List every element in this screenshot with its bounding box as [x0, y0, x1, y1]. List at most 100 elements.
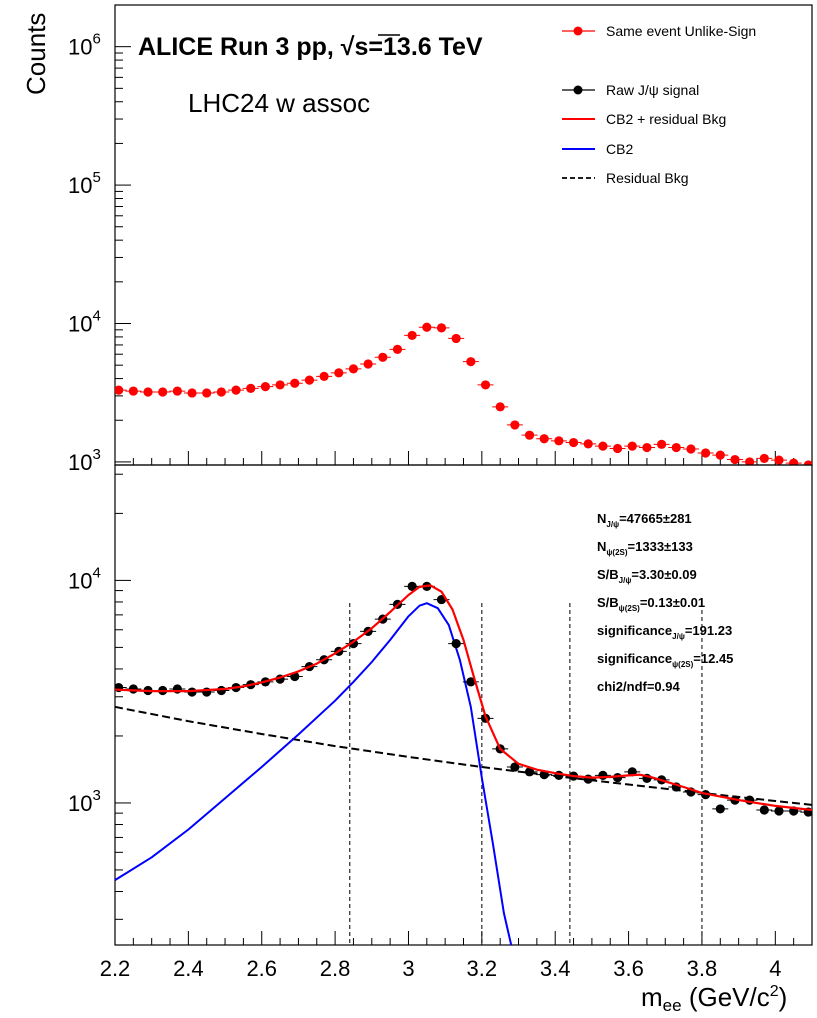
x-tick-labels: 2.2 2.4 2.6 2.8 3 3.2 3.4 3.6 3.8 4 — [100, 956, 782, 981]
data-point — [656, 439, 667, 449]
data-point — [510, 420, 520, 430]
x-tick-label: 3.6 — [613, 956, 644, 981]
data-point — [598, 441, 608, 451]
data-point — [348, 364, 359, 374]
data-point — [598, 770, 608, 780]
legend: Same event Unlike-Sign Raw J/ψ signal CB… — [562, 23, 756, 186]
svg-text:Residual Bkg: Residual Bkg — [606, 170, 689, 186]
legend-entry-residual-bkg: Residual Bkg — [562, 170, 689, 186]
data-point — [392, 344, 403, 354]
data-point — [715, 804, 725, 814]
data-point — [246, 383, 256, 393]
fit-stat-line: significanceJ/ψ=191.23 — [597, 623, 732, 641]
data-point — [143, 387, 153, 397]
data-point — [789, 458, 799, 465]
data-point — [304, 375, 315, 385]
data-point — [128, 684, 138, 694]
data-point — [422, 322, 432, 332]
data-point — [510, 762, 520, 772]
data-point — [451, 333, 461, 344]
y-axis-title: Counts — [21, 13, 51, 95]
data-point — [759, 453, 769, 464]
data-point — [745, 457, 755, 465]
x-tick-label: 2.4 — [173, 956, 204, 981]
data-point — [480, 380, 491, 390]
data-point — [260, 382, 271, 392]
data-point — [539, 434, 549, 444]
data-point — [524, 430, 535, 440]
top-panel-marks — [115, 322, 812, 465]
data-point — [275, 380, 285, 390]
data-point — [612, 443, 623, 454]
fit-statistics: NJ/ψ=47665±281 Nψ(2S)=1333±133 S/BJ/ψ=3.30… — [597, 511, 733, 694]
data-point — [436, 323, 447, 333]
x-tick-label: 3 — [402, 956, 414, 981]
data-point — [334, 368, 344, 378]
data-point — [730, 454, 740, 465]
x-tick-label: 4 — [769, 956, 781, 981]
data-point — [466, 357, 476, 367]
data-point — [774, 806, 784, 816]
data-point — [554, 436, 564, 446]
data-point — [627, 441, 637, 451]
data-point — [187, 388, 197, 398]
data-point — [407, 330, 417, 341]
data-point — [642, 442, 652, 453]
data-point — [172, 386, 182, 396]
legend-entry-same-event: Same event Unlike-Sign — [562, 23, 756, 39]
data-point — [715, 450, 725, 460]
data-point — [216, 685, 226, 696]
data-point — [759, 805, 769, 815]
bottom-panel-marks — [115, 581, 812, 945]
data-point — [583, 774, 593, 784]
svg-text:Same event Unlike-Sign: Same event Unlike-Sign — [606, 23, 756, 39]
data-point — [466, 677, 476, 687]
svg-text:CB2 + residual Bkg: CB2 + residual Bkg — [606, 111, 726, 127]
x-tick-label: 2.8 — [320, 956, 351, 981]
cb2-line — [115, 602, 513, 945]
data-point — [290, 378, 300, 388]
data-point — [216, 387, 226, 397]
data-point — [701, 448, 711, 458]
y-tick-label: 104 — [68, 564, 101, 593]
fit-stat-line: NJ/ψ=47665±281 — [597, 511, 692, 529]
bottom-panel-y-tick-labels: 103 104 — [68, 564, 101, 816]
y-tick-label: 103 — [68, 787, 101, 816]
data-point — [363, 359, 373, 369]
data-point — [568, 437, 579, 448]
data-point — [774, 455, 784, 465]
data-point — [407, 581, 417, 591]
fit-stat-line: Nψ(2S)=1333±133 — [597, 539, 693, 557]
data-point — [202, 388, 212, 398]
data-point — [803, 460, 812, 465]
data-point — [231, 385, 241, 395]
y-tick-label: 103 — [68, 446, 101, 475]
data-point — [686, 444, 696, 454]
bottom-panel: 103 104 2.2 2.4 2.6 2.8 3 3.2 3.4 3.6 3.8 4 mee (G… — [68, 464, 813, 1015]
fit-stat-line: chi2/ndf=0.94 — [597, 679, 680, 694]
x-tick-label: 3.8 — [687, 956, 718, 981]
data-point — [319, 371, 329, 381]
y-tick-label: 106 — [68, 31, 101, 60]
x-axis-title: mee (GeV/c2) — [641, 982, 787, 1015]
x-tick-label: 3.2 — [467, 956, 498, 981]
fit-stat-line: significanceψ(2S)=12.45 — [597, 651, 733, 669]
top-panel-y-tick-labels: 103 104 105 106 — [68, 31, 101, 475]
data-point — [583, 439, 593, 449]
legend-entry-raw-signal: Raw J/ψ signal — [562, 82, 699, 98]
data-point — [128, 386, 138, 396]
data-point — [378, 352, 388, 362]
bottom-panel-ticks — [114, 473, 813, 945]
fit-stat-line: S/BJ/ψ=3.30±0.09 — [597, 567, 697, 585]
fit-stat-line: S/Bψ(2S)=0.13±0.01 — [597, 595, 705, 613]
cb2-plus-bkg-line — [115, 584, 812, 812]
residual-bkg-line — [115, 705, 812, 806]
y-tick-label: 105 — [68, 169, 101, 198]
data-point — [451, 639, 461, 649]
x-tick-label: 2.6 — [246, 956, 277, 981]
dataset-label: LHC24 w assoc — [188, 88, 370, 118]
x-tick-label: 2.2 — [100, 956, 131, 981]
svg-text:Raw J/ψ signal: Raw J/ψ signal — [606, 82, 699, 98]
data-point — [172, 684, 182, 694]
